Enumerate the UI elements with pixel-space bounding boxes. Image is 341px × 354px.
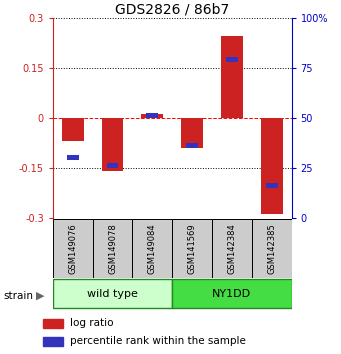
Bar bbox=[106, 163, 119, 169]
Text: strain: strain bbox=[3, 291, 33, 301]
Bar bbox=[261, 118, 283, 215]
Bar bbox=[172, 219, 212, 278]
Text: GSM149078: GSM149078 bbox=[108, 223, 117, 274]
Bar bbox=[252, 219, 292, 278]
Text: GSM141569: GSM141569 bbox=[188, 223, 197, 274]
Bar bbox=[266, 183, 278, 188]
Bar bbox=[62, 118, 84, 141]
Bar bbox=[221, 36, 243, 118]
Bar bbox=[226, 57, 238, 62]
Text: GSM142384: GSM142384 bbox=[227, 223, 236, 274]
Bar bbox=[43, 337, 63, 346]
Bar bbox=[146, 113, 158, 118]
Bar bbox=[181, 118, 203, 148]
Text: GSM149084: GSM149084 bbox=[148, 223, 157, 274]
Bar bbox=[212, 219, 252, 278]
Bar bbox=[93, 219, 132, 278]
Text: wild type: wild type bbox=[87, 289, 138, 299]
Bar bbox=[53, 280, 172, 308]
Bar bbox=[142, 114, 163, 118]
Text: log ratio: log ratio bbox=[70, 318, 114, 328]
Bar bbox=[132, 219, 172, 278]
Text: NY1DD: NY1DD bbox=[212, 289, 251, 299]
Text: percentile rank within the sample: percentile rank within the sample bbox=[70, 336, 246, 346]
Text: GSM149076: GSM149076 bbox=[68, 223, 77, 274]
Text: GSM142385: GSM142385 bbox=[267, 223, 276, 274]
Bar bbox=[172, 280, 292, 308]
Bar bbox=[43, 319, 63, 328]
Bar bbox=[102, 118, 123, 171]
Bar bbox=[186, 143, 198, 148]
Title: GDS2826 / 86b7: GDS2826 / 86b7 bbox=[115, 2, 229, 17]
Bar bbox=[53, 219, 93, 278]
Text: ▶: ▶ bbox=[36, 291, 44, 301]
Bar bbox=[67, 155, 79, 160]
